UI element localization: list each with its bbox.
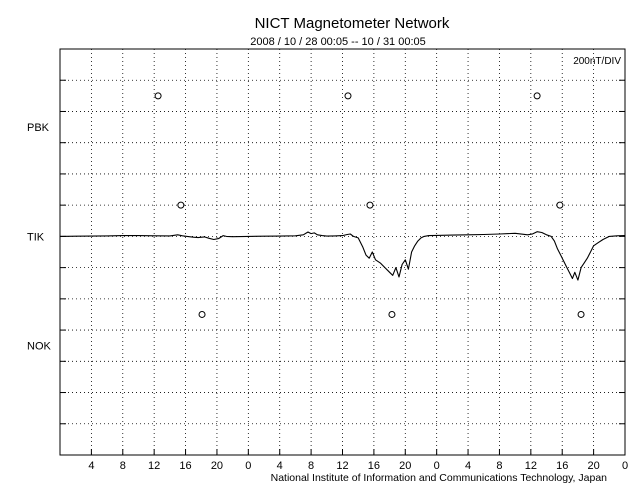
- series-line-tik: [59, 231, 626, 281]
- station-labels: PBK TIK NOK: [27, 122, 52, 353]
- x-tick-label: 4: [465, 460, 471, 472]
- marker-pbk: [154, 92, 162, 100]
- x-tick-label: 20: [399, 460, 411, 472]
- x-tick-label: 0: [245, 460, 251, 472]
- grid: [60, 49, 625, 455]
- marker-pbk: [533, 92, 541, 100]
- x-tick-label: 12: [148, 460, 160, 472]
- marker-tik: [177, 201, 185, 209]
- credit-text: National Institute of Information and Co…: [271, 472, 608, 484]
- x-tick-label: 4: [277, 460, 283, 472]
- x-tick-label: 16: [179, 460, 191, 472]
- x-tick-label: 8: [120, 460, 126, 472]
- marker-tik: [556, 201, 564, 209]
- chart-subtitle: 2008 / 10 / 28 00:05 -- 10 / 31 00:05: [250, 36, 426, 48]
- x-tick-labels: 4 8 12 16 20 0 4 8 12 16 20 0 4 8 12 16 20 0: [88, 460, 628, 472]
- marker-nok: [198, 310, 206, 318]
- x-tick-label: 12: [525, 460, 537, 472]
- station-label-nok: NOK: [27, 341, 52, 353]
- marker-nok: [577, 310, 585, 318]
- scale-label: 200nT/DIV: [573, 56, 621, 67]
- chart-title: NICT Magnetometer Network: [255, 15, 450, 32]
- x-tick-label: 16: [556, 460, 568, 472]
- x-tick-label: 20: [211, 460, 223, 472]
- data-series: [59, 231, 626, 281]
- x-tick-label: 12: [336, 460, 348, 472]
- marker-nok: [388, 310, 396, 318]
- marker-pbk: [344, 92, 352, 100]
- x-tick-label: 4: [88, 460, 94, 472]
- x-tick-label: 0: [434, 460, 440, 472]
- x-tick-label: 8: [308, 460, 314, 472]
- x-tick-label: 8: [496, 460, 502, 472]
- station-label-tik: TIK: [27, 231, 45, 243]
- station-label-pbk: PBK: [27, 122, 50, 134]
- marker-tik: [366, 201, 374, 209]
- x-tick-label: 16: [368, 460, 380, 472]
- x-tick-label: 0: [622, 460, 628, 472]
- local-time-markers: [154, 92, 585, 318]
- axis-ticks: [60, 79, 626, 455]
- x-tick-label: 20: [587, 460, 599, 472]
